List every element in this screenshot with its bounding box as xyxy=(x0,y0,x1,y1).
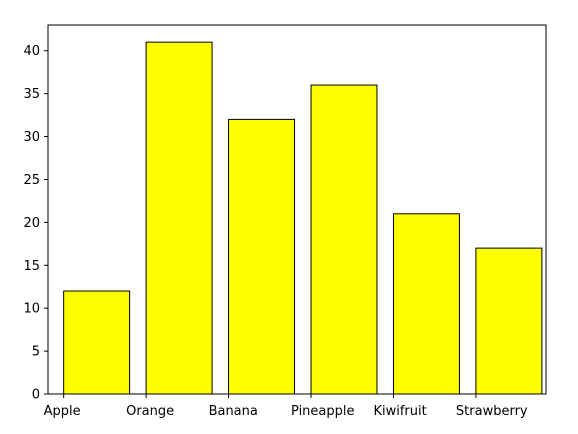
y-tick-label-5: 5 xyxy=(32,345,40,360)
x-tick-label-banana: Banana xyxy=(209,404,258,419)
y-tick-label-10: 10 xyxy=(23,302,40,317)
bar-apple xyxy=(63,290,131,395)
y-tick-label-15: 15 xyxy=(23,259,40,274)
y-tick-label-40: 40 xyxy=(23,44,40,59)
y-tick-label-35: 35 xyxy=(23,87,40,102)
y-tick-label-25: 25 xyxy=(23,173,40,188)
bar-kiwifruit xyxy=(392,213,460,395)
bar-banana xyxy=(228,118,296,395)
x-tick-label-strawberry: Strawberry xyxy=(456,404,528,419)
x-tick-label-kiwifruit: Kiwifruit xyxy=(373,404,426,419)
bar-pineapple xyxy=(310,84,378,395)
x-tick-label-pineapple: Pineapple xyxy=(291,404,354,419)
x-tick-label-apple: Apple xyxy=(44,404,81,419)
y-tick-label-20: 20 xyxy=(23,216,40,231)
bars-group xyxy=(63,41,543,395)
y-axis: 0 5 10 15 20 25 30 35 40 xyxy=(23,44,48,403)
y-tick-label-30: 30 xyxy=(23,130,40,145)
plot-frame xyxy=(47,24,547,395)
x-tick-label-orange: Orange xyxy=(126,404,174,419)
x-axis: Apple Orange Banana Pineapple Kiwifruit Straw… xyxy=(44,394,528,419)
bar-orange xyxy=(145,41,213,395)
bar-strawberry xyxy=(475,247,543,395)
y-tick-label-0: 0 xyxy=(32,388,40,403)
